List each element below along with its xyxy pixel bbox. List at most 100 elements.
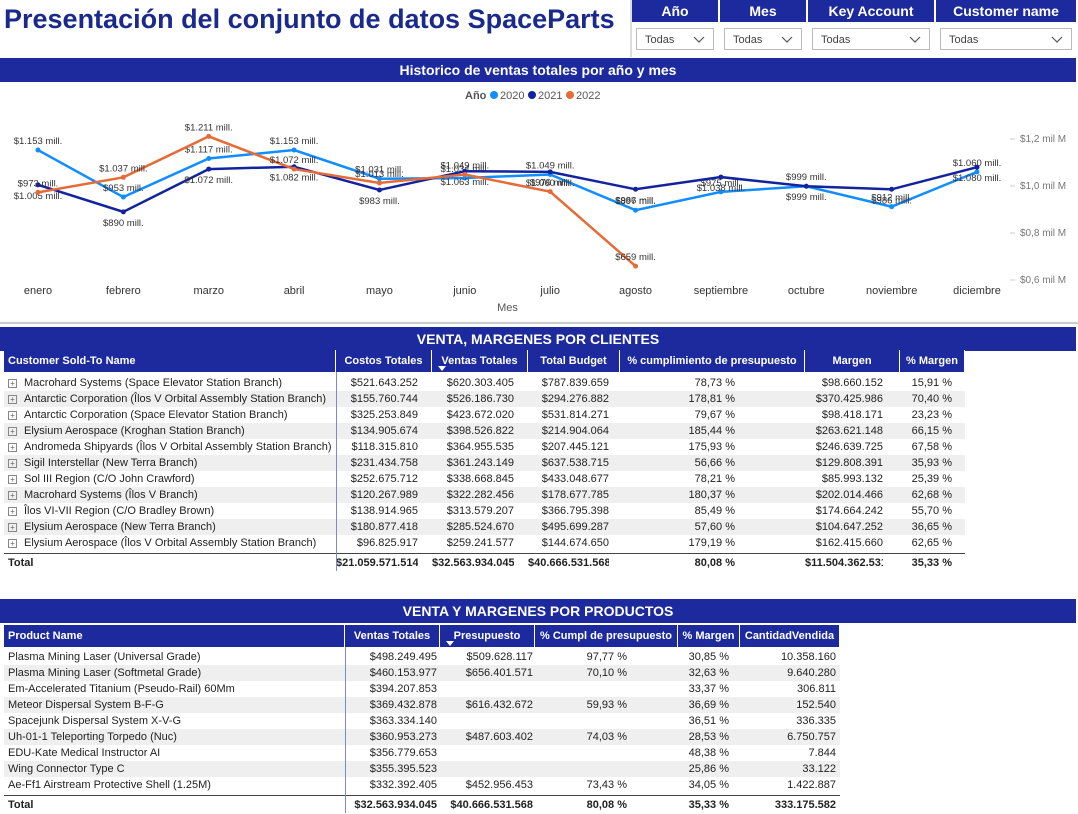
slicer-dropdown[interactable]: Todas [812, 28, 930, 50]
data-point [633, 263, 639, 269]
table-cell: $616.432.672 [465, 699, 533, 711]
data-label: $890 mill. [103, 218, 144, 229]
table-cell: Meteor Dispersal System B-F-G [8, 699, 164, 711]
x-tick-label: diciembre [953, 285, 1001, 297]
column-header: Product Name [4, 625, 345, 647]
table-cell: 36,65 % [911, 521, 952, 533]
data-label: $1.038 mill. [697, 183, 746, 194]
table-cell: $787.839.659 [541, 377, 609, 389]
table-cell: $360.953.273 [369, 731, 437, 743]
table-cell: 62,68 % [911, 489, 952, 501]
slicer-value: Todas [733, 34, 763, 46]
table-cell: 25,86 % [688, 763, 729, 775]
table-cell: $620.303.405 [446, 377, 514, 389]
column-header-row [4, 350, 965, 372]
table-cell: 80,08 % [586, 799, 627, 811]
data-label: $1.072 mill. [184, 175, 233, 186]
expand-icon: + [8, 427, 17, 436]
table-cell: 57,60 % [694, 521, 735, 533]
data-point [35, 182, 41, 188]
data-label: $1.063 mill. [441, 177, 490, 188]
table-cell: $361.243.149 [446, 457, 514, 469]
data-label: $999 mill. [786, 192, 827, 203]
series-line [37, 165, 978, 214]
table-cell: $85.993.132 [821, 473, 883, 485]
sort-icon [446, 641, 454, 646]
column-header: % Margen [900, 350, 965, 372]
table-cell: 23,23 % [911, 409, 952, 421]
expand-icon: + [8, 443, 17, 452]
table-cell: 336.335 [796, 715, 836, 727]
data-point [462, 175, 468, 181]
table-cell: Elysium Aerospace (Kroghan Station Branc… [24, 425, 245, 437]
data-point [206, 166, 212, 172]
slicer-dropdown[interactable]: Todas [940, 28, 1072, 50]
table-cell: $366.795.398 [541, 505, 609, 517]
legend-marker [566, 91, 574, 99]
table-cell: 1.422.887 [787, 779, 836, 791]
table-cell: $313.579.207 [446, 505, 514, 517]
table-cell: $495.699.287 [541, 521, 609, 533]
x-tick-label: enero [24, 285, 52, 297]
table-cell: $252.675.712 [350, 473, 418, 485]
total-border [4, 795, 840, 796]
data-point [803, 183, 809, 189]
data-point [120, 174, 126, 180]
table-cell: 70,10 % [586, 667, 627, 679]
data-label: $1.082 mill. [270, 173, 319, 184]
x-tick-label: abril [284, 285, 305, 297]
total-border [4, 553, 965, 554]
table-cell: $370.425.986 [815, 393, 883, 405]
slicer-value: Todas [821, 34, 851, 46]
table-cell: $207.445.121 [541, 441, 609, 453]
table-cell: $180.877.418 [350, 521, 418, 533]
table-cell: Em-Accelerated Titanium (Pseudo-Rail) 60… [8, 683, 235, 695]
data-label: $983 mill. [359, 196, 400, 207]
slicer-dropdown[interactable]: Todas [724, 28, 802, 50]
data-point [974, 169, 980, 175]
table-cell: $263.621.148 [815, 425, 883, 437]
table-cell: $144.674.650 [541, 537, 609, 549]
data-point [120, 194, 126, 200]
row-band [4, 761, 840, 777]
expand-icon: + [8, 539, 17, 548]
table-cell: 333.175.582 [774, 799, 836, 811]
table-cell: Antarctic Corporation (Space Elevator St… [24, 409, 288, 421]
x-tick-label: febrero [106, 285, 141, 297]
legend-title: Año [465, 90, 487, 102]
row-band [4, 455, 965, 471]
table-cell: 35,33 % [911, 557, 952, 569]
data-point [35, 189, 41, 195]
data-point [889, 186, 895, 192]
slicer-value: Todas [949, 34, 979, 46]
x-tick-label: septiembre [694, 285, 748, 297]
data-label: $999 mill. [786, 172, 827, 183]
table-cell: 33.122 [802, 763, 836, 775]
table-cell: $509.628.117 [466, 651, 533, 663]
y-tick-label: $0,8 mil M [1020, 228, 1066, 239]
legend-label: 2022 [576, 90, 600, 102]
table-cell: 179,19 % [688, 537, 735, 549]
table-cell: 48,38 % [688, 747, 729, 759]
slicer-dropdown[interactable]: Todas [636, 28, 714, 50]
table-cell: $178.677.785 [541, 489, 609, 501]
data-label: $1.013 mill. [355, 169, 404, 180]
series-line [37, 135, 637, 268]
column-header: Ventas Totales [432, 350, 528, 372]
table-cell: 30,85 % [688, 651, 729, 663]
data-point [718, 189, 724, 195]
table-cell: $364.955.535 [446, 441, 514, 453]
data-point [376, 180, 382, 186]
chart-header: Historico de ventas totales por año y me… [0, 58, 1076, 82]
table-cell: Sol III Region (C/O John Crawford) [24, 473, 195, 485]
data-point [718, 174, 724, 180]
table-cell: 180,37 % [688, 489, 735, 501]
table-cell: EDU-Kate Medical Instructor AI [8, 747, 161, 759]
table-cell: 56,66 % [694, 457, 735, 469]
table-cell: $162.415.660 [815, 537, 883, 549]
column-header: Margen [805, 350, 900, 372]
row-band [4, 697, 840, 713]
table-cell: 33,37 % [688, 683, 729, 695]
data-point [974, 164, 980, 170]
